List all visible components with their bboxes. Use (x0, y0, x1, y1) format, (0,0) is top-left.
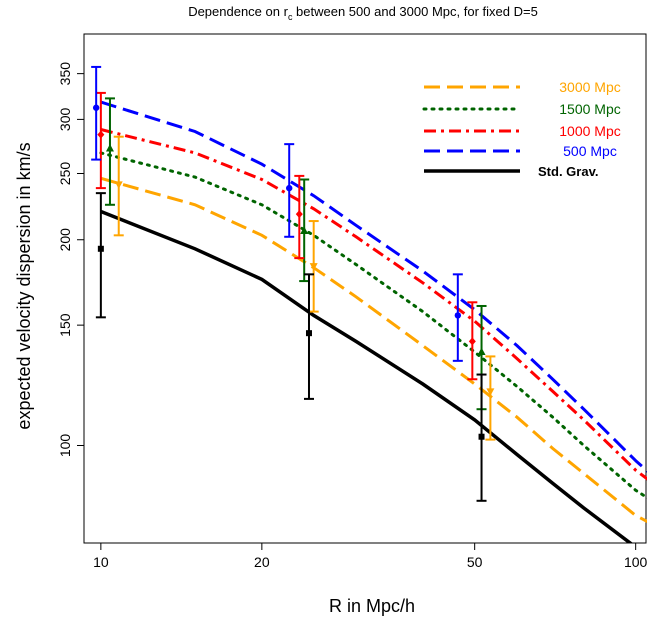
chart-title: Dependence on rc between 500 and 3000 Mp… (188, 4, 538, 22)
series-curves (99, 100, 647, 543)
title-rest: between 500 and 3000 Mpc, for fixed D=5 (292, 4, 537, 19)
plot-layer: 10 20 50 100 100 150 200 250 300 350 (57, 33, 647, 570)
y-tick-label: 300 (57, 107, 73, 131)
data-point (97, 245, 104, 252)
x-tick-label: 20 (254, 554, 270, 570)
legend-label-3: 500 Mpc (563, 143, 617, 159)
series-markers (91, 65, 496, 502)
data-point (92, 104, 100, 111)
data-point (300, 226, 309, 234)
data-point (309, 263, 318, 271)
series-line-0 (100, 176, 647, 524)
legend: 3000 Mpc 1500 Mpc 1000 Mpc 500 Mpc Std. Grav… (422, 79, 621, 179)
data-point (454, 312, 462, 319)
x-tick-label: 50 (467, 554, 483, 570)
y-tick-label: 150 (57, 313, 73, 337)
x-tick-label: 10 (93, 554, 109, 570)
data-point (286, 184, 293, 192)
title-sub: c (288, 12, 293, 22)
data-point (468, 337, 476, 346)
legend-label-0: 3000 Mpc (559, 79, 620, 95)
y-tick-label: 100 (57, 434, 73, 458)
data-point (478, 433, 485, 440)
data-point (105, 143, 114, 152)
data-point (295, 210, 303, 219)
series-line-3 (100, 100, 647, 473)
y-axis-label: expected velocity dispersion in km/s (14, 142, 34, 429)
plot-frame (83, 33, 647, 544)
x-tick-label: 100 (624, 554, 647, 570)
y-tick-label: 200 (57, 228, 73, 252)
data-point (97, 130, 105, 139)
data-point (486, 388, 495, 396)
data-point (305, 330, 312, 337)
series-line-4 (100, 209, 634, 543)
series-line-2 (100, 128, 647, 481)
legend-label-4: Std. Grav. (538, 164, 598, 179)
y-tick-label: 250 (57, 162, 73, 186)
title-main: Dependence on r (188, 4, 288, 19)
data-point (114, 181, 123, 189)
x-axis-label: R in Mpc/h (329, 596, 415, 616)
y-tick-label: 350 (57, 62, 73, 86)
data-point (477, 347, 486, 356)
legend-label-2: 1000 Mpc (559, 123, 620, 139)
legend-label-1: 1500 Mpc (559, 101, 620, 117)
series-line-1 (99, 151, 647, 500)
